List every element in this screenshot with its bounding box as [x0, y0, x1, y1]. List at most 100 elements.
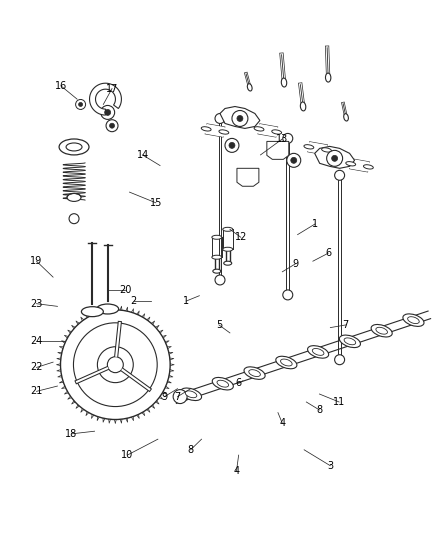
- Ellipse shape: [344, 338, 356, 345]
- Ellipse shape: [219, 130, 229, 134]
- Text: 5: 5: [216, 320, 222, 330]
- Ellipse shape: [307, 346, 328, 358]
- Ellipse shape: [212, 255, 222, 259]
- Circle shape: [215, 114, 225, 124]
- Text: 16: 16: [55, 81, 67, 91]
- Circle shape: [106, 120, 118, 132]
- Ellipse shape: [339, 335, 360, 348]
- Circle shape: [69, 214, 79, 224]
- Ellipse shape: [321, 148, 332, 152]
- Text: 6: 6: [236, 378, 242, 389]
- Circle shape: [74, 323, 157, 407]
- Circle shape: [78, 102, 83, 107]
- Text: 8: 8: [187, 445, 194, 455]
- Ellipse shape: [272, 130, 282, 134]
- Text: 12: 12: [235, 232, 247, 243]
- Text: 2: 2: [131, 296, 137, 306]
- Circle shape: [97, 347, 133, 383]
- Polygon shape: [314, 147, 355, 168]
- Ellipse shape: [185, 391, 197, 398]
- Circle shape: [291, 157, 297, 163]
- Polygon shape: [350, 159, 369, 172]
- Ellipse shape: [281, 359, 292, 366]
- Polygon shape: [89, 83, 121, 115]
- Ellipse shape: [403, 314, 424, 326]
- Text: 19: 19: [30, 256, 42, 266]
- Text: 14: 14: [137, 150, 149, 160]
- Circle shape: [287, 154, 301, 167]
- Ellipse shape: [364, 165, 373, 169]
- Text: 23: 23: [30, 298, 42, 309]
- Polygon shape: [220, 107, 260, 128]
- Text: 4: 4: [279, 418, 286, 428]
- Ellipse shape: [217, 380, 229, 387]
- Ellipse shape: [81, 306, 103, 317]
- Text: 13: 13: [276, 134, 289, 144]
- Ellipse shape: [97, 304, 119, 314]
- Ellipse shape: [254, 127, 264, 131]
- Text: 3: 3: [327, 461, 333, 471]
- Ellipse shape: [223, 247, 233, 251]
- Text: 15: 15: [149, 198, 162, 208]
- Polygon shape: [205, 124, 225, 137]
- Ellipse shape: [408, 317, 419, 324]
- Text: 9: 9: [292, 259, 298, 269]
- Text: 8: 8: [316, 405, 322, 415]
- Text: 6: 6: [325, 248, 331, 258]
- Text: 9: 9: [161, 392, 167, 402]
- Ellipse shape: [371, 325, 392, 337]
- Text: 17: 17: [106, 84, 118, 93]
- Circle shape: [173, 390, 187, 403]
- Text: 10: 10: [121, 450, 134, 460]
- Ellipse shape: [201, 127, 211, 131]
- Ellipse shape: [247, 84, 252, 91]
- Circle shape: [229, 142, 235, 148]
- Text: 7: 7: [343, 320, 349, 330]
- Ellipse shape: [281, 78, 287, 87]
- Ellipse shape: [300, 102, 306, 111]
- Text: 1: 1: [183, 296, 189, 306]
- Circle shape: [107, 357, 124, 373]
- Circle shape: [101, 106, 115, 119]
- Ellipse shape: [249, 370, 260, 376]
- Circle shape: [215, 275, 225, 285]
- Ellipse shape: [67, 193, 81, 201]
- Text: 1: 1: [312, 219, 318, 229]
- Text: 22: 22: [30, 362, 43, 373]
- Text: 24: 24: [30, 336, 42, 346]
- Circle shape: [283, 133, 293, 143]
- Circle shape: [110, 123, 114, 128]
- Text: 11: 11: [333, 397, 345, 407]
- Ellipse shape: [180, 388, 201, 400]
- Ellipse shape: [223, 227, 233, 231]
- Ellipse shape: [59, 139, 89, 155]
- Ellipse shape: [212, 377, 233, 390]
- Ellipse shape: [212, 235, 222, 239]
- Text: 20: 20: [119, 285, 131, 295]
- Circle shape: [335, 355, 345, 365]
- Text: 18: 18: [65, 429, 78, 439]
- Ellipse shape: [312, 349, 324, 356]
- Circle shape: [232, 110, 248, 126]
- Ellipse shape: [325, 73, 331, 82]
- Ellipse shape: [276, 356, 297, 369]
- Polygon shape: [267, 141, 289, 159]
- Circle shape: [332, 155, 338, 161]
- Polygon shape: [258, 124, 278, 137]
- Circle shape: [225, 139, 239, 152]
- Circle shape: [327, 150, 343, 166]
- Ellipse shape: [66, 143, 82, 151]
- Text: 4: 4: [233, 466, 240, 476]
- Ellipse shape: [304, 144, 314, 149]
- Circle shape: [335, 171, 345, 180]
- Circle shape: [76, 100, 85, 109]
- Ellipse shape: [344, 114, 348, 121]
- Ellipse shape: [244, 367, 265, 379]
- Circle shape: [283, 290, 293, 300]
- Text: 7: 7: [174, 392, 180, 402]
- Ellipse shape: [213, 269, 221, 273]
- Circle shape: [60, 310, 170, 419]
- Polygon shape: [237, 168, 259, 186]
- Circle shape: [105, 109, 111, 116]
- Ellipse shape: [346, 161, 356, 166]
